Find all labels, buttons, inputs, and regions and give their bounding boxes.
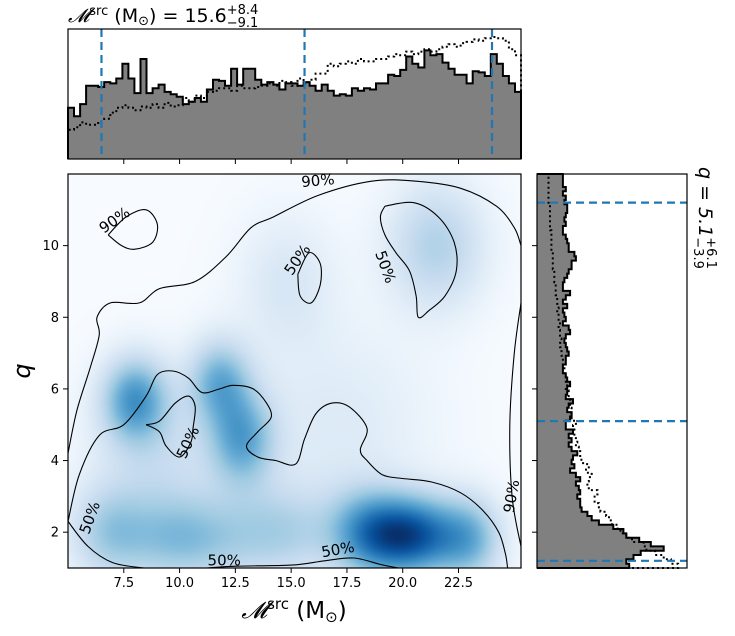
mass-ratio-hist-dotted — [537, 173, 680, 569]
y-tick-label-0: 2 — [51, 526, 59, 541]
mc-title-minus-error: −9.1 — [227, 16, 259, 31]
x-tick-label-4: 17.5 — [332, 576, 361, 591]
contour-50pct-line-4 — [68, 521, 144, 568]
mass-ratio-title: q = 5.1+6.1 −3.9 — [690, 167, 718, 269]
mass-ratio-histogram-panel — [536, 173, 688, 569]
x-tick-label-6: 22.5 — [444, 576, 473, 591]
x-label-close: ) — [338, 598, 347, 624]
x-tick-label-0: 7.5 — [113, 576, 134, 591]
contour-50pct-line-6 — [145, 395, 196, 458]
mc-title-symbol: 𝓜 — [68, 5, 95, 27]
mc-title-close: ) = 15.6 — [149, 5, 227, 27]
joint-density-panel: 90%90%50% 50%50%90%50%50% 50% 7.5 10.0 12.5 1… — [42, 159, 537, 591]
mc-title-mid: (M — [108, 5, 138, 27]
contour-label-5: 90% — [500, 478, 524, 514]
contour-label-8: 50% — [320, 538, 356, 562]
mass-ratio-hist-fill — [537, 174, 664, 568]
joint-density-frame — [67, 173, 522, 569]
x-tick-label-1: 10.0 — [165, 576, 194, 591]
mc-title-plus-error: +8.4 — [227, 3, 259, 18]
chirp-mass-title: 𝓜src (M⊙) = 15.6+8.4 — [68, 3, 258, 29]
x-tick-label-2: 12.5 — [221, 576, 250, 591]
x-axis-label: 𝓜src (M⊙) — [241, 595, 346, 626]
contour-50pct-line-5 — [206, 557, 399, 568]
density-heatmap — [68, 174, 521, 568]
y-tick-label-4: 10 — [42, 239, 59, 254]
x-tick-label-5: 20.0 — [388, 576, 417, 591]
contour-90pct-line-2 — [107, 209, 159, 250]
y-tick-label-3: 8 — [51, 311, 59, 326]
contour-label-7: 50% — [208, 551, 241, 569]
contour-50pct-line-7 — [297, 251, 322, 304]
y-tick-label-2: 6 — [51, 382, 59, 397]
mass-ratio-histogram-frame — [536, 173, 688, 569]
contour-90pct-line-1 — [509, 302, 521, 547]
x-tick-label-3: 15.0 — [277, 576, 306, 591]
q-title-text: q = 5.1 — [694, 167, 716, 237]
q-title-plus-error: +6.1 — [703, 237, 718, 269]
contour-50pct-line-3 — [68, 370, 509, 568]
chirp-mass-histogram-frame — [67, 28, 522, 160]
chirp-mass-hist-fill — [68, 50, 521, 159]
contour-50pct-line-8 — [379, 201, 458, 319]
contour-90pct-line-0 — [68, 179, 521, 454]
contour-label-0: 90% — [300, 170, 335, 191]
mc-title-sun: ⊙ — [138, 14, 149, 29]
svg-text:q = 5.1+6.1: q = 5.1+6.1 — [694, 167, 718, 269]
y-tick-label-1: 4 — [51, 454, 59, 469]
chirp-mass-hist-outline — [67, 49, 522, 159]
chirp-mass-hist-dotted — [67, 36, 522, 159]
y-axis-label: q — [8, 363, 36, 378]
x-label-mid: (M — [289, 598, 325, 624]
x-label-sup: src — [267, 595, 289, 613]
x-label-sun: ⊙ — [325, 608, 338, 626]
mc-title-sup: src — [89, 4, 108, 19]
chirp-mass-histogram-panel — [67, 28, 522, 160]
q-title-minus-error: −3.9 — [690, 237, 705, 269]
